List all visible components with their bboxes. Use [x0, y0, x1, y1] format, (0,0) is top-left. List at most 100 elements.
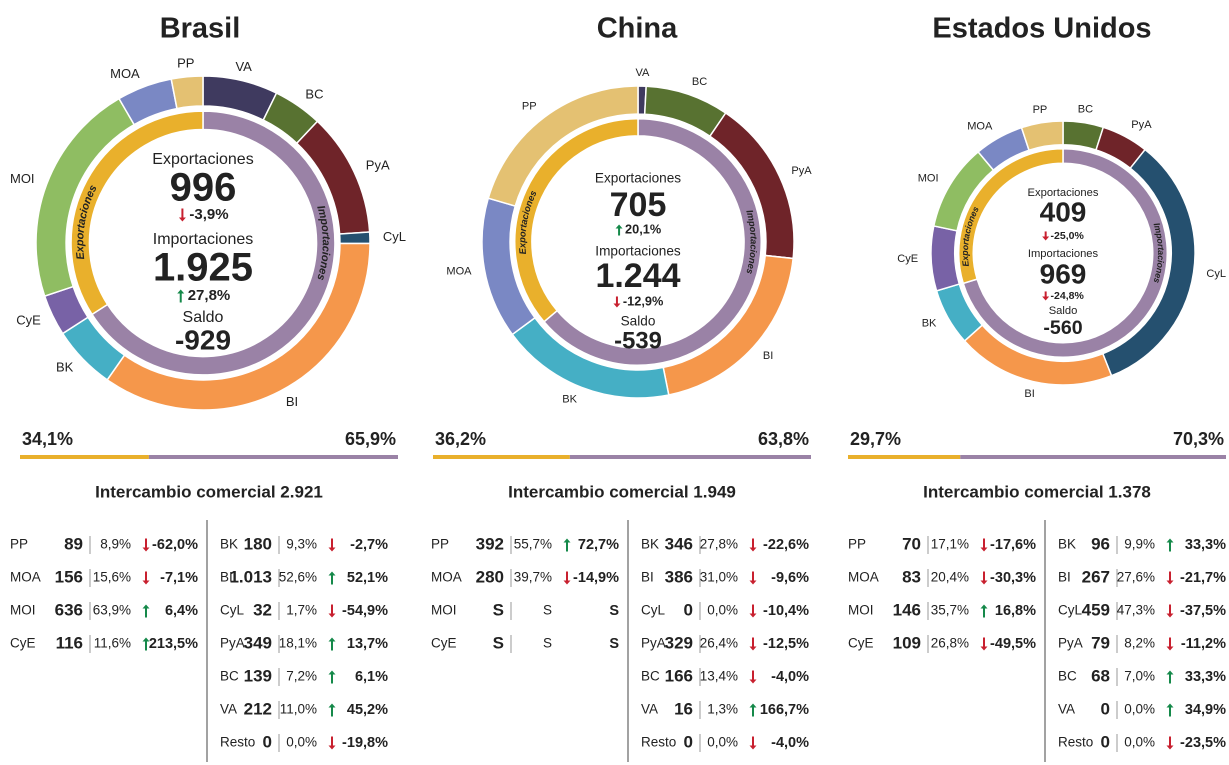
- import-share-bar: [569, 455, 811, 459]
- row-change: 6,1%: [355, 669, 388, 685]
- row-name: VA: [220, 702, 237, 717]
- arrowhead: [1166, 703, 1174, 708]
- row-value: 329: [665, 633, 693, 652]
- segment-label: CyE: [897, 253, 918, 265]
- arrowhead: [142, 547, 150, 552]
- row-share: 17,1%: [931, 537, 969, 552]
- trade-label: Intercambio comercial 1.378: [923, 482, 1151, 501]
- row-name: VA: [1058, 702, 1075, 717]
- row-share: 35,7%: [931, 603, 969, 618]
- ring-label-text: Importaciones: [314, 204, 331, 282]
- change-label: 20,1%: [625, 221, 661, 236]
- segment-label: MOA: [446, 265, 472, 277]
- row-name: CyE: [10, 636, 36, 651]
- arrowhead: [749, 679, 757, 684]
- row-share: 52,6%: [279, 570, 317, 585]
- outer-segment: [170, 75, 204, 110]
- row-value: 96: [1091, 534, 1110, 553]
- arrowhead: [1166, 613, 1174, 618]
- row-change: -62,0%: [152, 537, 198, 553]
- inner-export-segment: [70, 110, 204, 316]
- row-name: BC: [641, 669, 660, 684]
- export-share-bar: [20, 455, 149, 459]
- row-value: 156: [55, 567, 83, 586]
- row-change: 52,1%: [347, 570, 388, 586]
- export-label: Exportaciones: [1028, 187, 1099, 199]
- arrowhead: [1042, 296, 1050, 301]
- change-label: -24,8%: [1051, 290, 1085, 302]
- segment-label: MOA: [110, 66, 140, 81]
- row-share: 13,4%: [700, 669, 738, 684]
- arrowhead: [749, 745, 757, 750]
- row-share: 63,9%: [93, 603, 131, 618]
- row-change: -10,4%: [763, 603, 809, 619]
- arrowhead: [563, 580, 571, 585]
- arrowhead: [328, 703, 336, 708]
- export-total: 996: [170, 166, 237, 210]
- row-name: MOA: [848, 570, 879, 585]
- row-name: PyA: [220, 636, 245, 651]
- row-share: 8,9%: [100, 537, 131, 552]
- row-share: 26,4%: [700, 636, 738, 651]
- row-value: 89: [64, 534, 83, 553]
- row-value: 32: [253, 600, 272, 619]
- row-share: 7,2%: [286, 669, 317, 684]
- row-share: 39,7%: [514, 570, 552, 585]
- row-share: 11,0%: [280, 702, 317, 717]
- row-share: 0,0%: [1124, 702, 1155, 717]
- row-change: 34,9%: [1185, 702, 1226, 718]
- inner-export-segment: [514, 118, 639, 323]
- row-value: 346: [665, 534, 693, 553]
- row-change: -22,6%: [763, 537, 809, 553]
- segment-label: MOA: [967, 120, 993, 132]
- row-value: 146: [893, 600, 921, 619]
- row-name: MOI: [431, 603, 457, 618]
- arrowhead: [1166, 580, 1174, 585]
- row-change: -4,0%: [771, 669, 809, 685]
- row-name: VA: [641, 702, 658, 717]
- outer-segment: [487, 85, 639, 208]
- import-share-label: 65,9%: [345, 429, 396, 449]
- row-name: Resto: [641, 735, 676, 750]
- segment-label: MOI: [10, 171, 35, 186]
- row-value: 459: [1082, 600, 1110, 619]
- row-change: 13,7%: [347, 636, 388, 652]
- arrowhead: [142, 580, 150, 585]
- segment-label: PyA: [791, 165, 812, 177]
- arrowhead: [328, 670, 336, 675]
- row-share: 27,8%: [700, 537, 738, 552]
- row-change: -2,7%: [350, 537, 388, 553]
- row-value: 139: [244, 666, 272, 685]
- arrowhead: [980, 580, 988, 585]
- row-share: 31,0%: [700, 570, 738, 585]
- import-share-bar: [960, 455, 1226, 459]
- row-name: BK: [220, 537, 238, 552]
- row-name: BI: [1058, 570, 1071, 585]
- row-name: PP: [848, 537, 866, 552]
- export-total: 705: [610, 186, 667, 224]
- ring-label-text: Importaciones: [744, 209, 758, 275]
- export-share-label: 36,2%: [435, 429, 486, 449]
- row-value: 0: [1101, 699, 1110, 718]
- balance-label: Saldo: [1049, 305, 1078, 317]
- row-change: -19,8%: [342, 735, 388, 751]
- segment-label: CyL: [383, 229, 406, 244]
- row-change: S: [609, 636, 619, 652]
- chart-title: China: [597, 13, 678, 45]
- import-total: 1.925: [153, 246, 253, 290]
- row-change: -11,2%: [1181, 636, 1226, 652]
- segment-label: PyA: [1131, 119, 1152, 131]
- arrowhead: [749, 580, 757, 585]
- ring-label-text: Importaciones: [1151, 222, 1165, 285]
- row-value: 0: [684, 732, 693, 751]
- row-name: CyE: [848, 636, 874, 651]
- row-name: MOI: [10, 603, 36, 618]
- balance-value: -929: [175, 324, 231, 355]
- change-label: -25,0%: [1051, 230, 1085, 242]
- arrowhead: [749, 646, 757, 651]
- row-change: -54,9%: [342, 603, 388, 619]
- row-change: 72,7%: [578, 537, 619, 553]
- row-value: 392: [476, 534, 504, 553]
- row-value: 180: [244, 534, 272, 553]
- row-share: 0,0%: [286, 735, 317, 750]
